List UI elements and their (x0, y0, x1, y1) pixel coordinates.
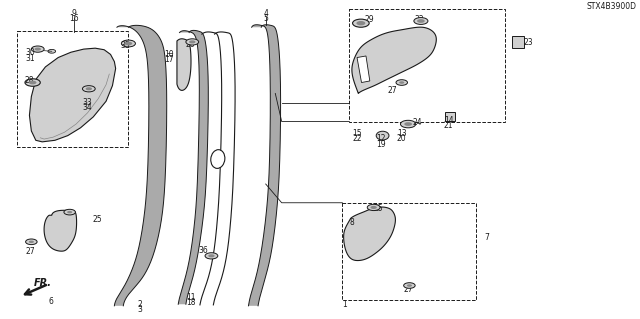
Text: 27: 27 (25, 248, 35, 256)
Text: 33: 33 (83, 98, 92, 107)
Circle shape (83, 85, 95, 92)
Text: 17: 17 (164, 56, 174, 64)
Text: 27: 27 (403, 285, 413, 293)
Ellipse shape (211, 150, 225, 168)
Bar (349, 9, 505, 122)
Circle shape (404, 122, 412, 126)
Polygon shape (29, 48, 116, 142)
Text: 19: 19 (376, 140, 386, 149)
Circle shape (353, 19, 369, 27)
Circle shape (35, 48, 41, 51)
Text: 20: 20 (397, 134, 406, 143)
Circle shape (399, 81, 404, 84)
Circle shape (208, 254, 214, 257)
Polygon shape (357, 56, 370, 83)
Text: 25: 25 (93, 215, 102, 224)
Circle shape (407, 284, 412, 287)
Text: 15: 15 (352, 129, 362, 138)
Polygon shape (115, 25, 167, 306)
Text: 32: 32 (414, 15, 424, 24)
Circle shape (205, 253, 218, 259)
Text: FR.: FR. (34, 278, 52, 288)
Circle shape (189, 41, 195, 43)
Text: 3: 3 (138, 305, 142, 314)
Circle shape (417, 19, 425, 23)
Text: 9: 9 (72, 9, 77, 18)
Text: 12: 12 (376, 134, 386, 143)
Text: 5: 5 (263, 14, 268, 23)
Text: 18: 18 (186, 298, 196, 307)
Circle shape (401, 120, 416, 128)
Text: 4: 4 (263, 9, 268, 18)
Text: STX4B3900D: STX4B3900D (586, 2, 636, 11)
Polygon shape (344, 207, 396, 261)
Text: 2: 2 (138, 300, 142, 308)
Circle shape (404, 283, 415, 288)
Circle shape (64, 209, 76, 215)
Circle shape (396, 80, 408, 85)
Text: 13: 13 (397, 129, 406, 138)
Circle shape (125, 41, 132, 45)
Text: 23: 23 (523, 38, 532, 47)
Text: 28: 28 (25, 76, 35, 85)
Circle shape (48, 49, 56, 53)
Bar (346, 231, 371, 247)
Text: 25: 25 (374, 204, 383, 213)
Polygon shape (352, 27, 436, 93)
Circle shape (122, 40, 136, 47)
Bar (17, 31, 129, 146)
Polygon shape (178, 30, 208, 304)
Polygon shape (200, 32, 235, 305)
Text: 10: 10 (164, 50, 174, 59)
Polygon shape (445, 112, 456, 121)
Text: 36: 36 (198, 246, 209, 255)
Text: 35: 35 (121, 41, 131, 50)
Text: 1: 1 (342, 300, 347, 309)
Ellipse shape (376, 131, 389, 140)
Text: 7: 7 (484, 234, 489, 242)
Circle shape (356, 21, 365, 26)
Text: 8: 8 (349, 218, 354, 227)
Text: 27: 27 (388, 85, 397, 95)
Circle shape (67, 211, 72, 213)
Text: 22: 22 (352, 134, 362, 143)
Polygon shape (44, 210, 77, 251)
Circle shape (26, 239, 37, 245)
Circle shape (371, 206, 377, 209)
Circle shape (25, 79, 40, 86)
Text: 11: 11 (186, 293, 196, 302)
Polygon shape (177, 39, 191, 90)
Bar (342, 203, 476, 300)
Text: 14: 14 (444, 116, 454, 125)
Circle shape (31, 46, 44, 52)
Circle shape (414, 18, 428, 25)
Text: 26: 26 (186, 40, 195, 49)
Circle shape (367, 204, 380, 211)
Text: 29: 29 (365, 15, 374, 24)
Polygon shape (248, 25, 280, 306)
Text: 34: 34 (83, 103, 92, 112)
Circle shape (186, 39, 198, 45)
Text: 16: 16 (69, 14, 79, 23)
Text: 6: 6 (48, 297, 53, 306)
Text: 24: 24 (412, 118, 422, 127)
Text: 21: 21 (444, 121, 453, 130)
Circle shape (29, 241, 34, 243)
Text: 31: 31 (25, 54, 35, 63)
Polygon shape (511, 36, 524, 48)
Circle shape (29, 81, 36, 85)
Circle shape (86, 87, 92, 90)
Text: 30: 30 (25, 48, 35, 57)
